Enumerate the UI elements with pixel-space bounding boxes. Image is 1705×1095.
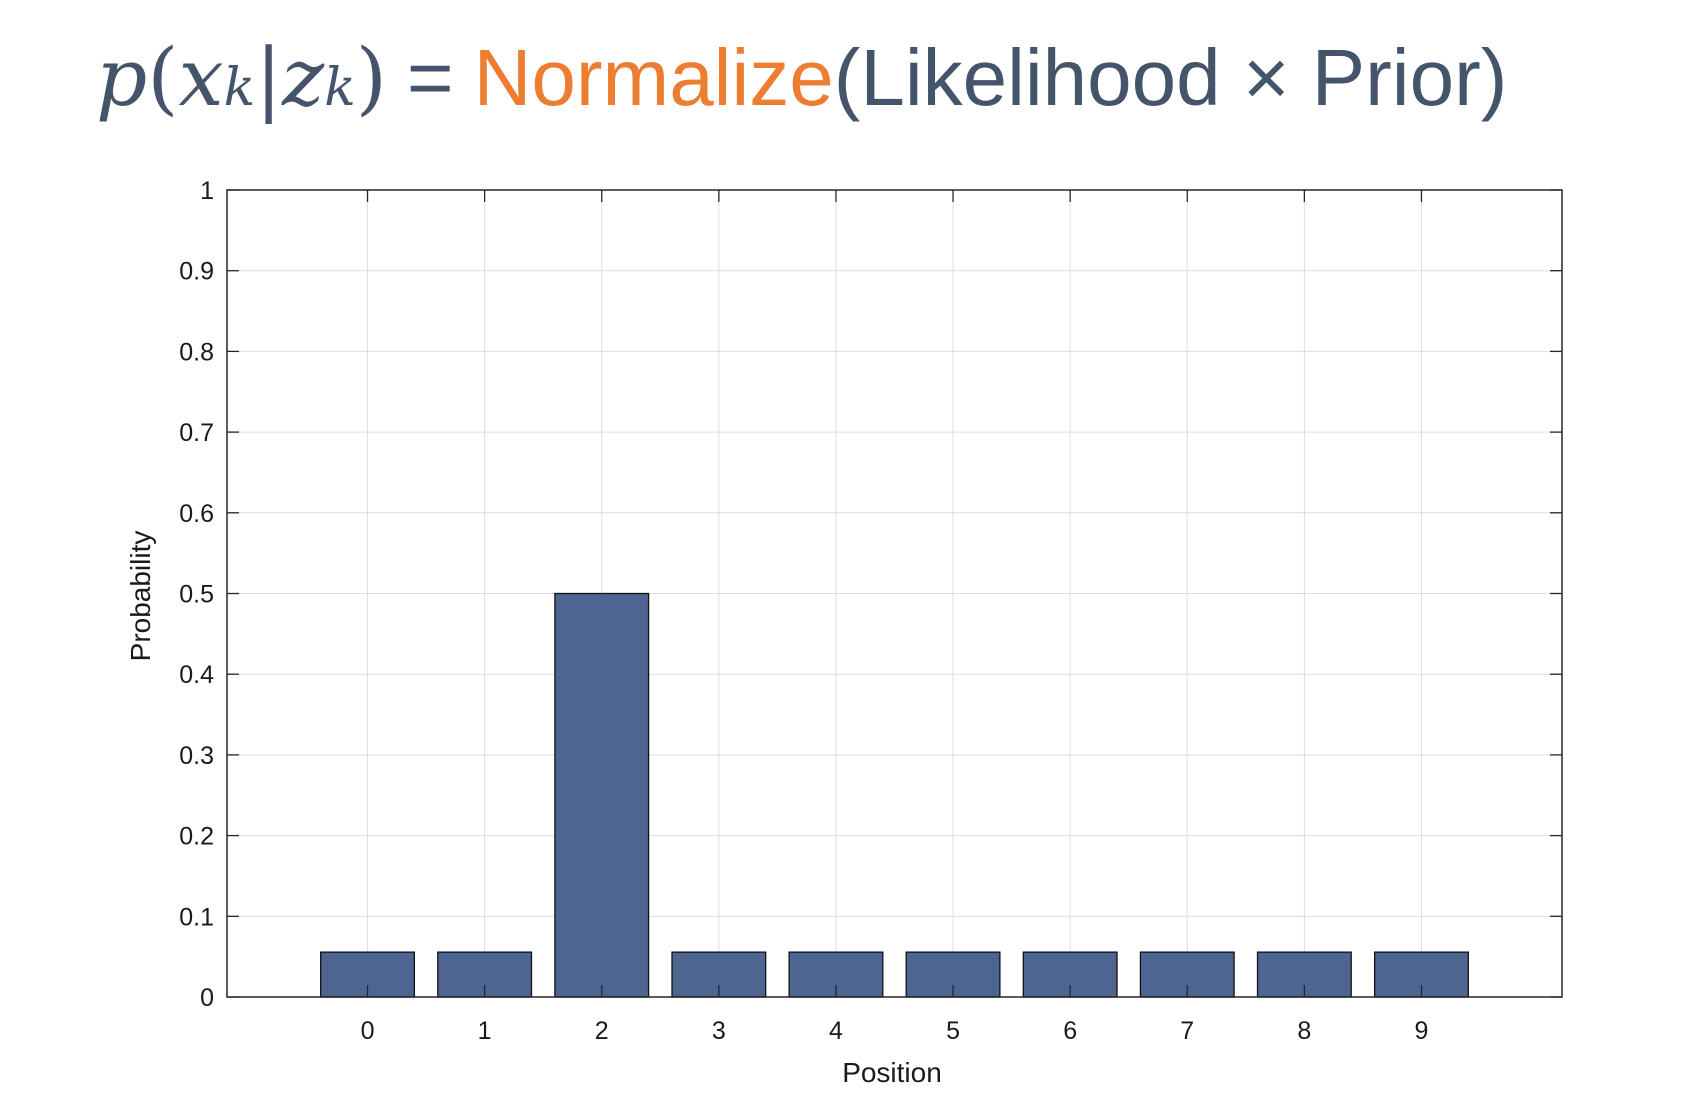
x-tick-label: 5	[946, 1017, 960, 1045]
x-tick-label: 1	[478, 1017, 492, 1045]
y-axis-label: Probability	[125, 531, 156, 662]
y-tick-label: 0	[200, 984, 214, 1012]
eq-given-bar: |	[255, 31, 283, 124]
y-tick-label: 0.6	[179, 500, 214, 528]
y-tick-label: 0.5	[179, 581, 214, 609]
x-tick-label: 2	[595, 1017, 609, 1045]
grid-lines	[227, 190, 1562, 997]
eq-left-paren: (	[147, 31, 179, 124]
eq-likelihood-prior: (Likelihood × Prior)	[833, 33, 1508, 122]
x-tick-label: 9	[1415, 1017, 1429, 1045]
y-tick-label: 0.2	[179, 823, 214, 851]
y-tick-label: 0.8	[179, 338, 214, 366]
y-tick-label: 0.7	[179, 419, 214, 447]
x-axis-label: Position	[842, 1057, 942, 1088]
eq-p: p	[96, 31, 148, 124]
tick-marks	[227, 189, 1562, 998]
x-tick-label: 7	[1180, 1017, 1194, 1045]
eq-equals: =	[406, 33, 454, 122]
x-tick-label: 0	[361, 1017, 375, 1045]
y-tick-label: 1	[200, 177, 214, 205]
x-tick-label: 8	[1297, 1017, 1311, 1045]
eq-normalize: Normalize	[473, 33, 834, 122]
y-tick-label: 0.3	[179, 742, 214, 770]
y-tick-labels: 0 0.1 0.2 0.3 0.4 0.5 0.6 0.7 0.8 0.9 1	[179, 177, 214, 1012]
x-tick-label: 4	[829, 1017, 843, 1045]
bar-position-2	[554, 592, 650, 998]
bars	[320, 592, 1469, 998]
x-tick-labels: 0 1 2 3 4 5 6 7 8 9	[361, 1017, 1429, 1045]
x-tick-label: 3	[712, 1017, 726, 1045]
eq-right-paren: )	[355, 31, 387, 124]
y-tick-label: 0.1	[179, 903, 214, 931]
eq-x: x	[178, 31, 224, 124]
y-tick-label: 0.9	[179, 258, 214, 286]
y-tick-label: 0.4	[179, 661, 214, 689]
eq-z: z	[282, 31, 325, 124]
x-tick-label: 6	[1063, 1017, 1077, 1045]
